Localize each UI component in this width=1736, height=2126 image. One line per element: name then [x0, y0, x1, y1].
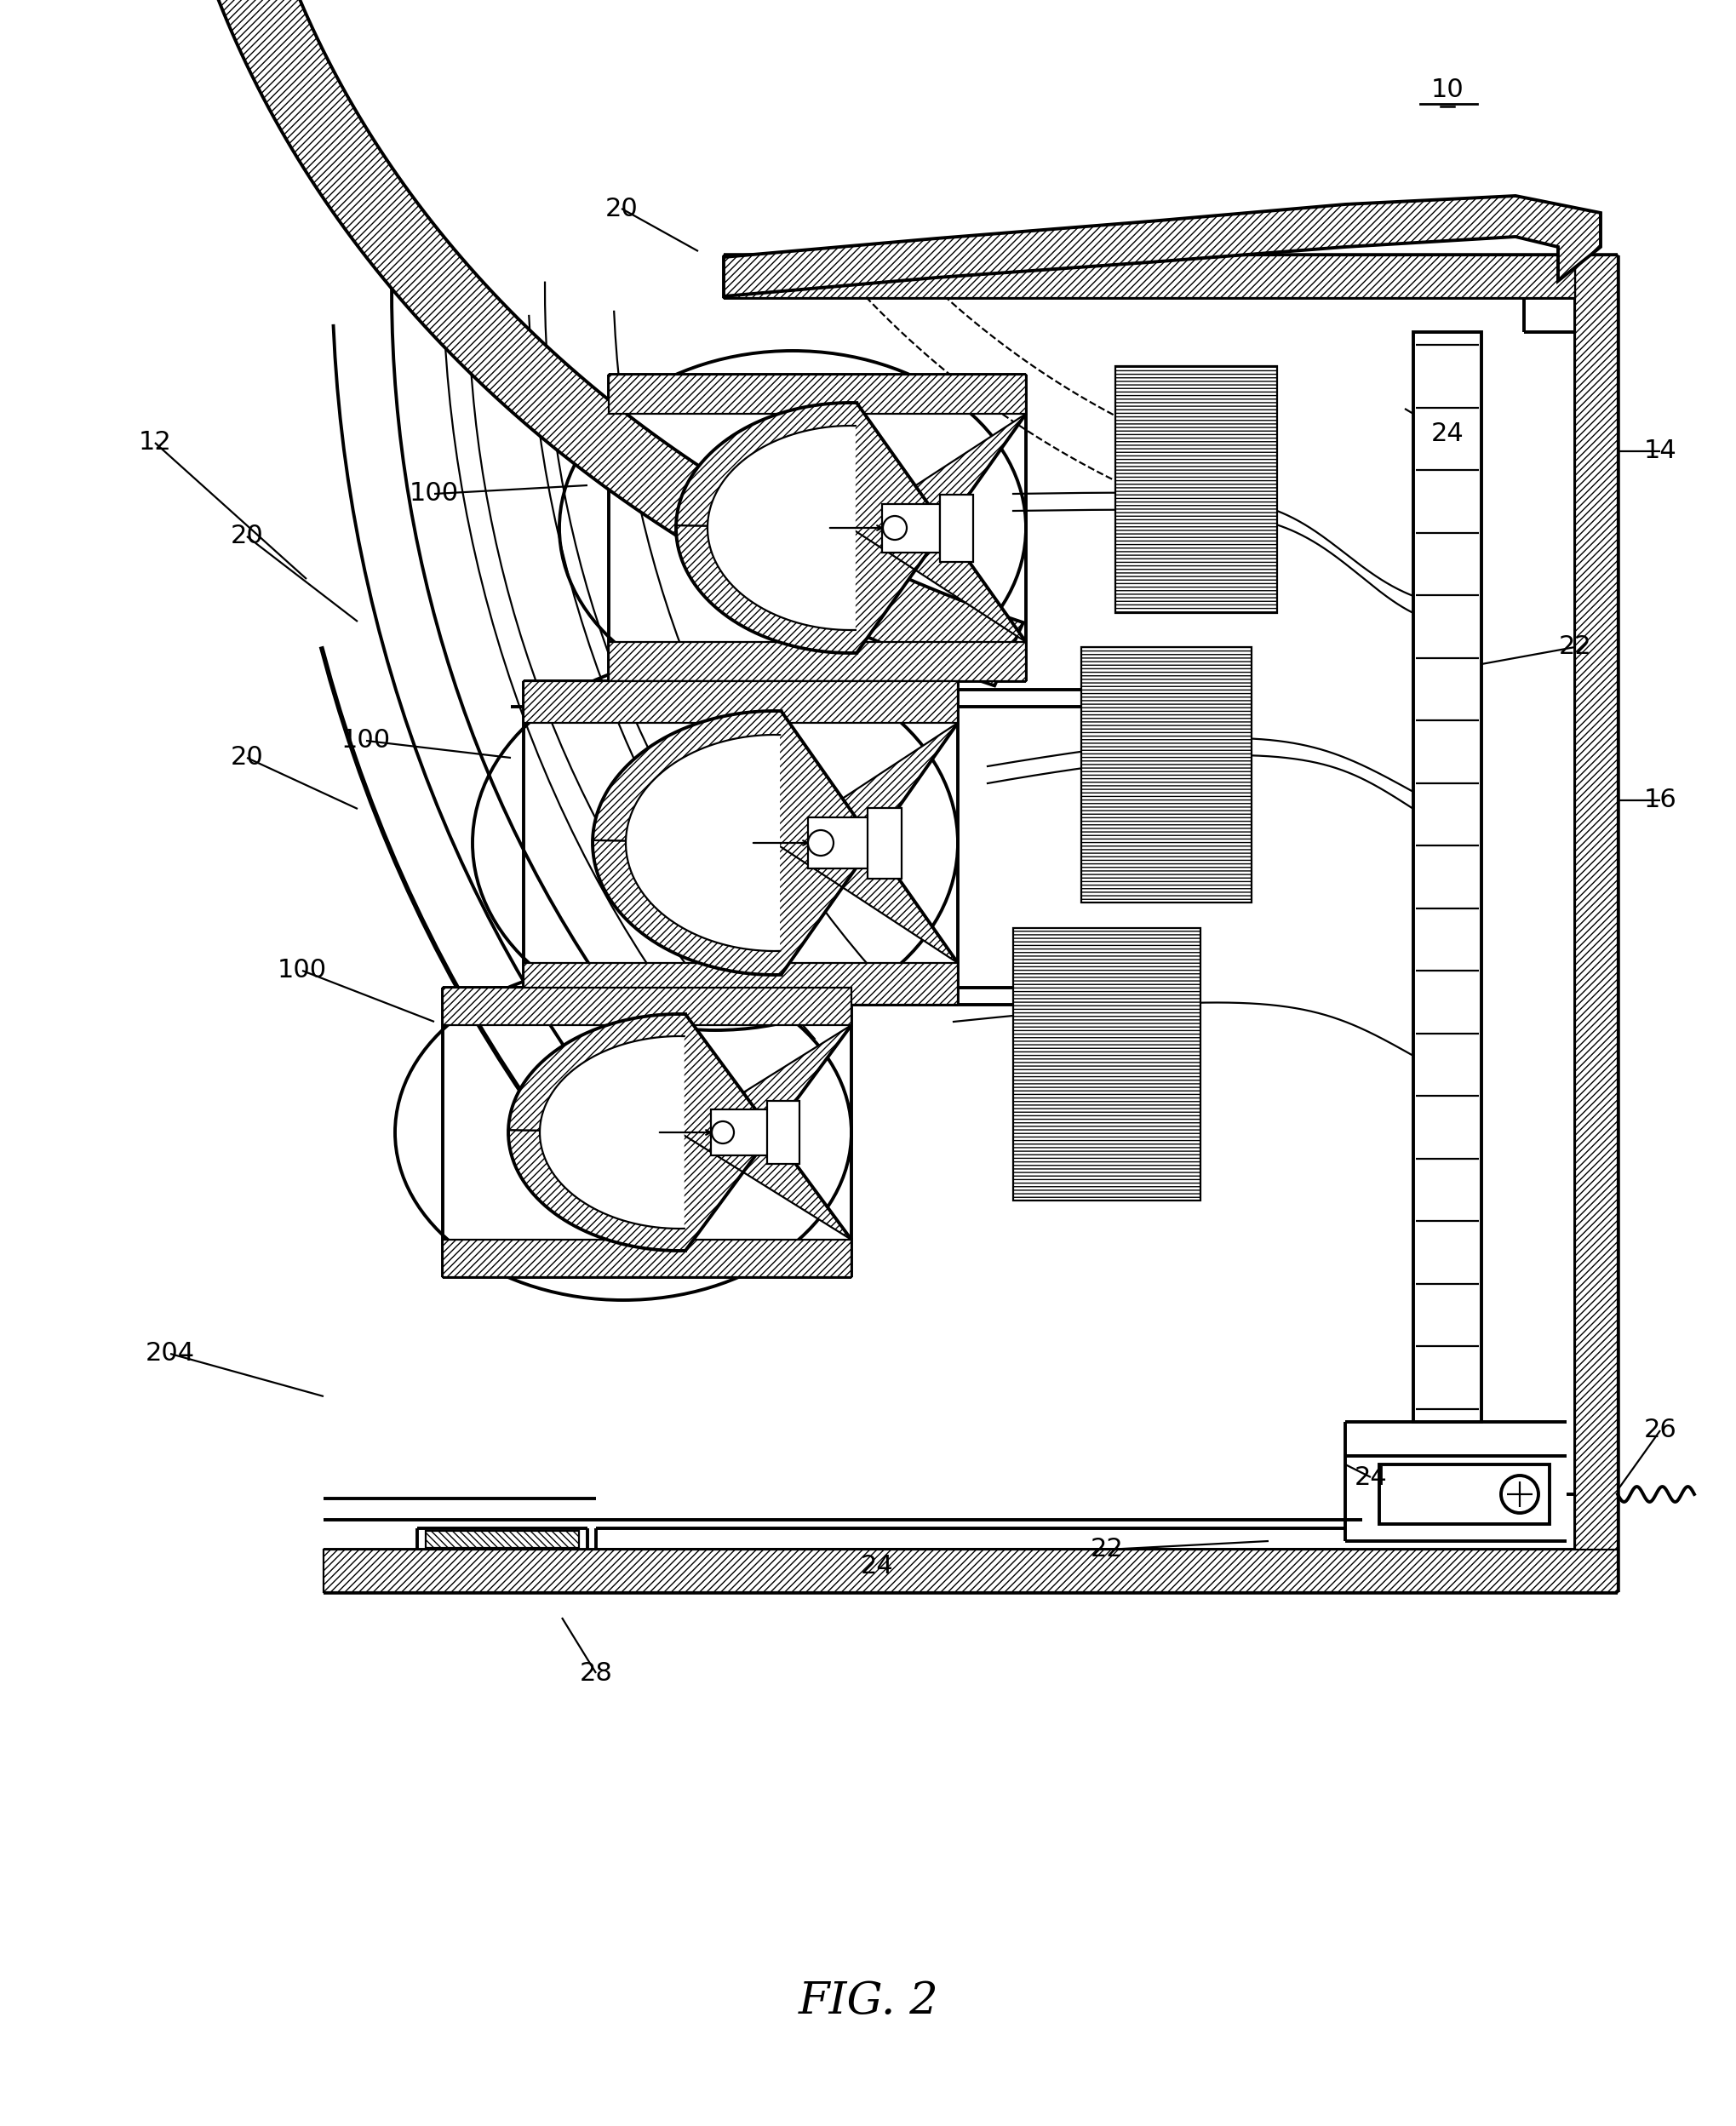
Bar — [609, 374, 1026, 415]
Polygon shape — [509, 1025, 851, 1250]
Bar — [425, 1531, 578, 1548]
Text: 22: 22 — [1559, 636, 1592, 659]
Text: 24: 24 — [1354, 1465, 1387, 1490]
Text: 20: 20 — [231, 746, 264, 770]
Text: FIG. 2: FIG. 2 — [799, 1979, 939, 2022]
Text: 100: 100 — [342, 729, 391, 753]
Bar — [524, 680, 958, 723]
Polygon shape — [509, 1014, 851, 1239]
Bar — [1014, 929, 1201, 1201]
Bar — [443, 1239, 851, 1278]
Polygon shape — [540, 1035, 684, 1229]
Bar — [868, 808, 901, 878]
Text: 24: 24 — [861, 1554, 894, 1580]
Text: 26: 26 — [1644, 1418, 1677, 1444]
Polygon shape — [708, 425, 856, 629]
Circle shape — [712, 1120, 734, 1144]
Polygon shape — [675, 415, 1026, 653]
Bar — [443, 989, 851, 1025]
Text: 22: 22 — [1090, 1537, 1123, 1563]
Bar — [939, 495, 974, 561]
Text: 10: 10 — [1430, 77, 1463, 102]
Circle shape — [1502, 1475, 1538, 1514]
Bar — [767, 1101, 800, 1163]
Bar — [1115, 366, 1278, 612]
Polygon shape — [724, 196, 1601, 296]
Bar — [1082, 646, 1252, 904]
Bar — [609, 642, 1026, 680]
Text: 20: 20 — [231, 523, 264, 549]
Bar — [1380, 1465, 1550, 1524]
Text: 24: 24 — [1430, 421, 1463, 446]
Text: 12: 12 — [139, 429, 172, 455]
Bar — [524, 963, 958, 1006]
Text: 100: 100 — [410, 480, 458, 506]
Bar — [1575, 255, 1618, 1592]
Polygon shape — [592, 710, 958, 963]
Text: 204: 204 — [146, 1342, 194, 1367]
Circle shape — [884, 517, 906, 540]
Bar — [724, 255, 1575, 298]
Text: 20: 20 — [606, 196, 639, 221]
Bar — [807, 816, 868, 867]
Text: 100: 100 — [278, 959, 326, 982]
Text: 28: 28 — [580, 1660, 613, 1686]
Polygon shape — [625, 736, 779, 950]
Bar — [712, 1110, 767, 1154]
Bar — [882, 504, 939, 553]
Polygon shape — [153, 0, 1023, 687]
Circle shape — [807, 829, 833, 855]
Polygon shape — [675, 402, 1026, 642]
Polygon shape — [592, 723, 958, 976]
Text: 14: 14 — [1644, 438, 1677, 463]
Text: 16: 16 — [1644, 789, 1677, 812]
Bar — [323, 1550, 1618, 1592]
Bar — [1413, 332, 1481, 1422]
